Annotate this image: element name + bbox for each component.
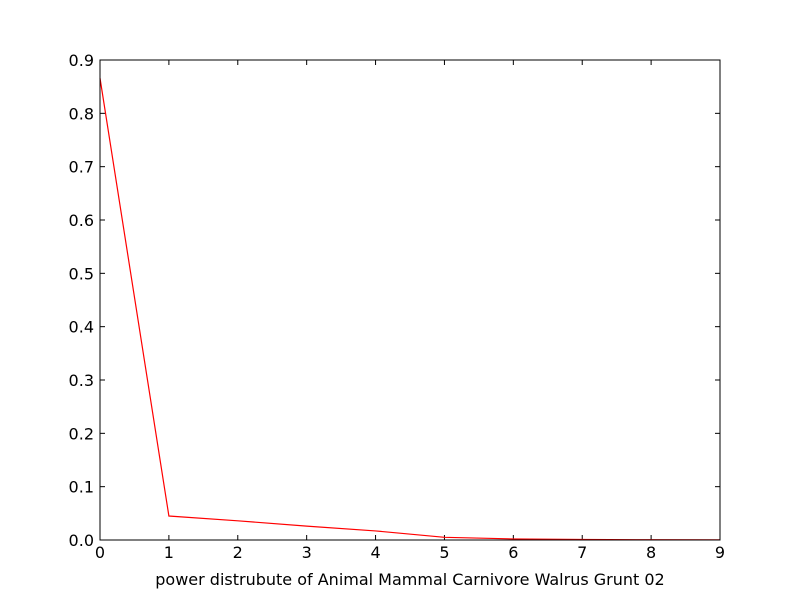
x-tick-label: 5 — [439, 543, 449, 562]
x-tick-label: 9 — [715, 543, 725, 562]
x-axis-label: power distrubute of Animal Mammal Carniv… — [155, 570, 664, 589]
x-tick-label: 2 — [233, 543, 243, 562]
x-tick-label: 3 — [302, 543, 312, 562]
y-tick-label: 0.9 — [69, 51, 94, 70]
y-tick-label: 0.4 — [69, 318, 94, 337]
y-tick-label: 0.5 — [69, 264, 94, 283]
x-tick-label: 4 — [370, 543, 380, 562]
y-tick-label: 0.2 — [69, 424, 94, 443]
x-tick-label: 6 — [508, 543, 518, 562]
y-tick-label: 0.7 — [69, 158, 94, 177]
ticks-layer: 0 1 2 3 4 5 6 7 8 9 0.0 0.1 0.2 0.3 0.4 0.5 0.6 0.7 0.8 0.9 — [69, 51, 726, 562]
x-tick-label: 0 — [95, 543, 105, 562]
x-tick-label: 7 — [577, 543, 587, 562]
y-tick-label: 0.3 — [69, 371, 94, 390]
y-tick-label: 0.6 — [69, 211, 94, 230]
y-tick-label: 0.0 — [69, 531, 94, 550]
x-tick-label: 1 — [164, 543, 174, 562]
series-layer — [99, 78, 721, 541]
x-tick-label: 8 — [646, 543, 656, 562]
y-tick-label: 0.8 — [69, 104, 94, 123]
y-tick-label: 0.1 — [69, 478, 94, 497]
series-line — [99, 78, 721, 541]
plot-frame — [99, 59, 721, 541]
